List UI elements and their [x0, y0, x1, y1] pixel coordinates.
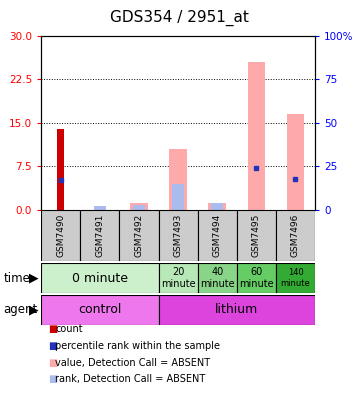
Bar: [211, 203, 223, 210]
Text: 0 minute: 0 minute: [72, 272, 128, 285]
Text: ▶: ▶: [29, 303, 39, 316]
Text: GSM7491: GSM7491: [95, 214, 104, 257]
Text: 60
minute: 60 minute: [239, 267, 274, 289]
Bar: [159, 263, 198, 293]
Text: value, Detection Call = ABSENT: value, Detection Call = ABSENT: [55, 358, 211, 368]
Text: GSM7496: GSM7496: [291, 214, 300, 257]
Bar: [57, 129, 64, 210]
Bar: [120, 210, 159, 261]
Text: GSM7493: GSM7493: [174, 214, 183, 257]
Bar: [276, 263, 315, 293]
Text: ■: ■: [48, 358, 58, 368]
Bar: [133, 205, 145, 210]
Text: GSM7495: GSM7495: [252, 214, 261, 257]
Text: GSM7492: GSM7492: [135, 214, 144, 257]
Bar: [130, 203, 148, 210]
Bar: [198, 210, 237, 261]
Text: percentile rank within the sample: percentile rank within the sample: [55, 341, 221, 351]
Bar: [287, 114, 304, 210]
Text: control: control: [78, 303, 122, 316]
Bar: [169, 149, 187, 210]
Bar: [276, 210, 315, 261]
Bar: [208, 203, 226, 210]
Text: ▶: ▶: [29, 272, 39, 285]
Text: ■: ■: [48, 341, 58, 351]
Text: ■: ■: [48, 324, 58, 335]
Text: GSM7490: GSM7490: [56, 214, 65, 257]
Bar: [80, 210, 120, 261]
Bar: [159, 295, 315, 325]
Text: count: count: [55, 324, 83, 335]
Bar: [94, 206, 106, 210]
Text: ■: ■: [48, 374, 58, 385]
Bar: [237, 210, 276, 261]
Text: lithium: lithium: [215, 303, 258, 316]
Text: GSM7494: GSM7494: [213, 214, 222, 257]
Bar: [159, 210, 198, 261]
Text: 40
minute: 40 minute: [200, 267, 234, 289]
Text: 20
minute: 20 minute: [161, 267, 195, 289]
Text: rank, Detection Call = ABSENT: rank, Detection Call = ABSENT: [55, 374, 206, 385]
Bar: [41, 295, 159, 325]
Bar: [41, 210, 80, 261]
Text: time: time: [4, 272, 30, 285]
Text: GDS354 / 2951_at: GDS354 / 2951_at: [110, 10, 248, 26]
Bar: [247, 62, 265, 210]
Text: agent: agent: [4, 303, 38, 316]
Bar: [198, 263, 237, 293]
Bar: [41, 263, 159, 293]
Text: 140
minute: 140 minute: [281, 268, 310, 288]
Bar: [237, 263, 276, 293]
Bar: [172, 184, 184, 210]
